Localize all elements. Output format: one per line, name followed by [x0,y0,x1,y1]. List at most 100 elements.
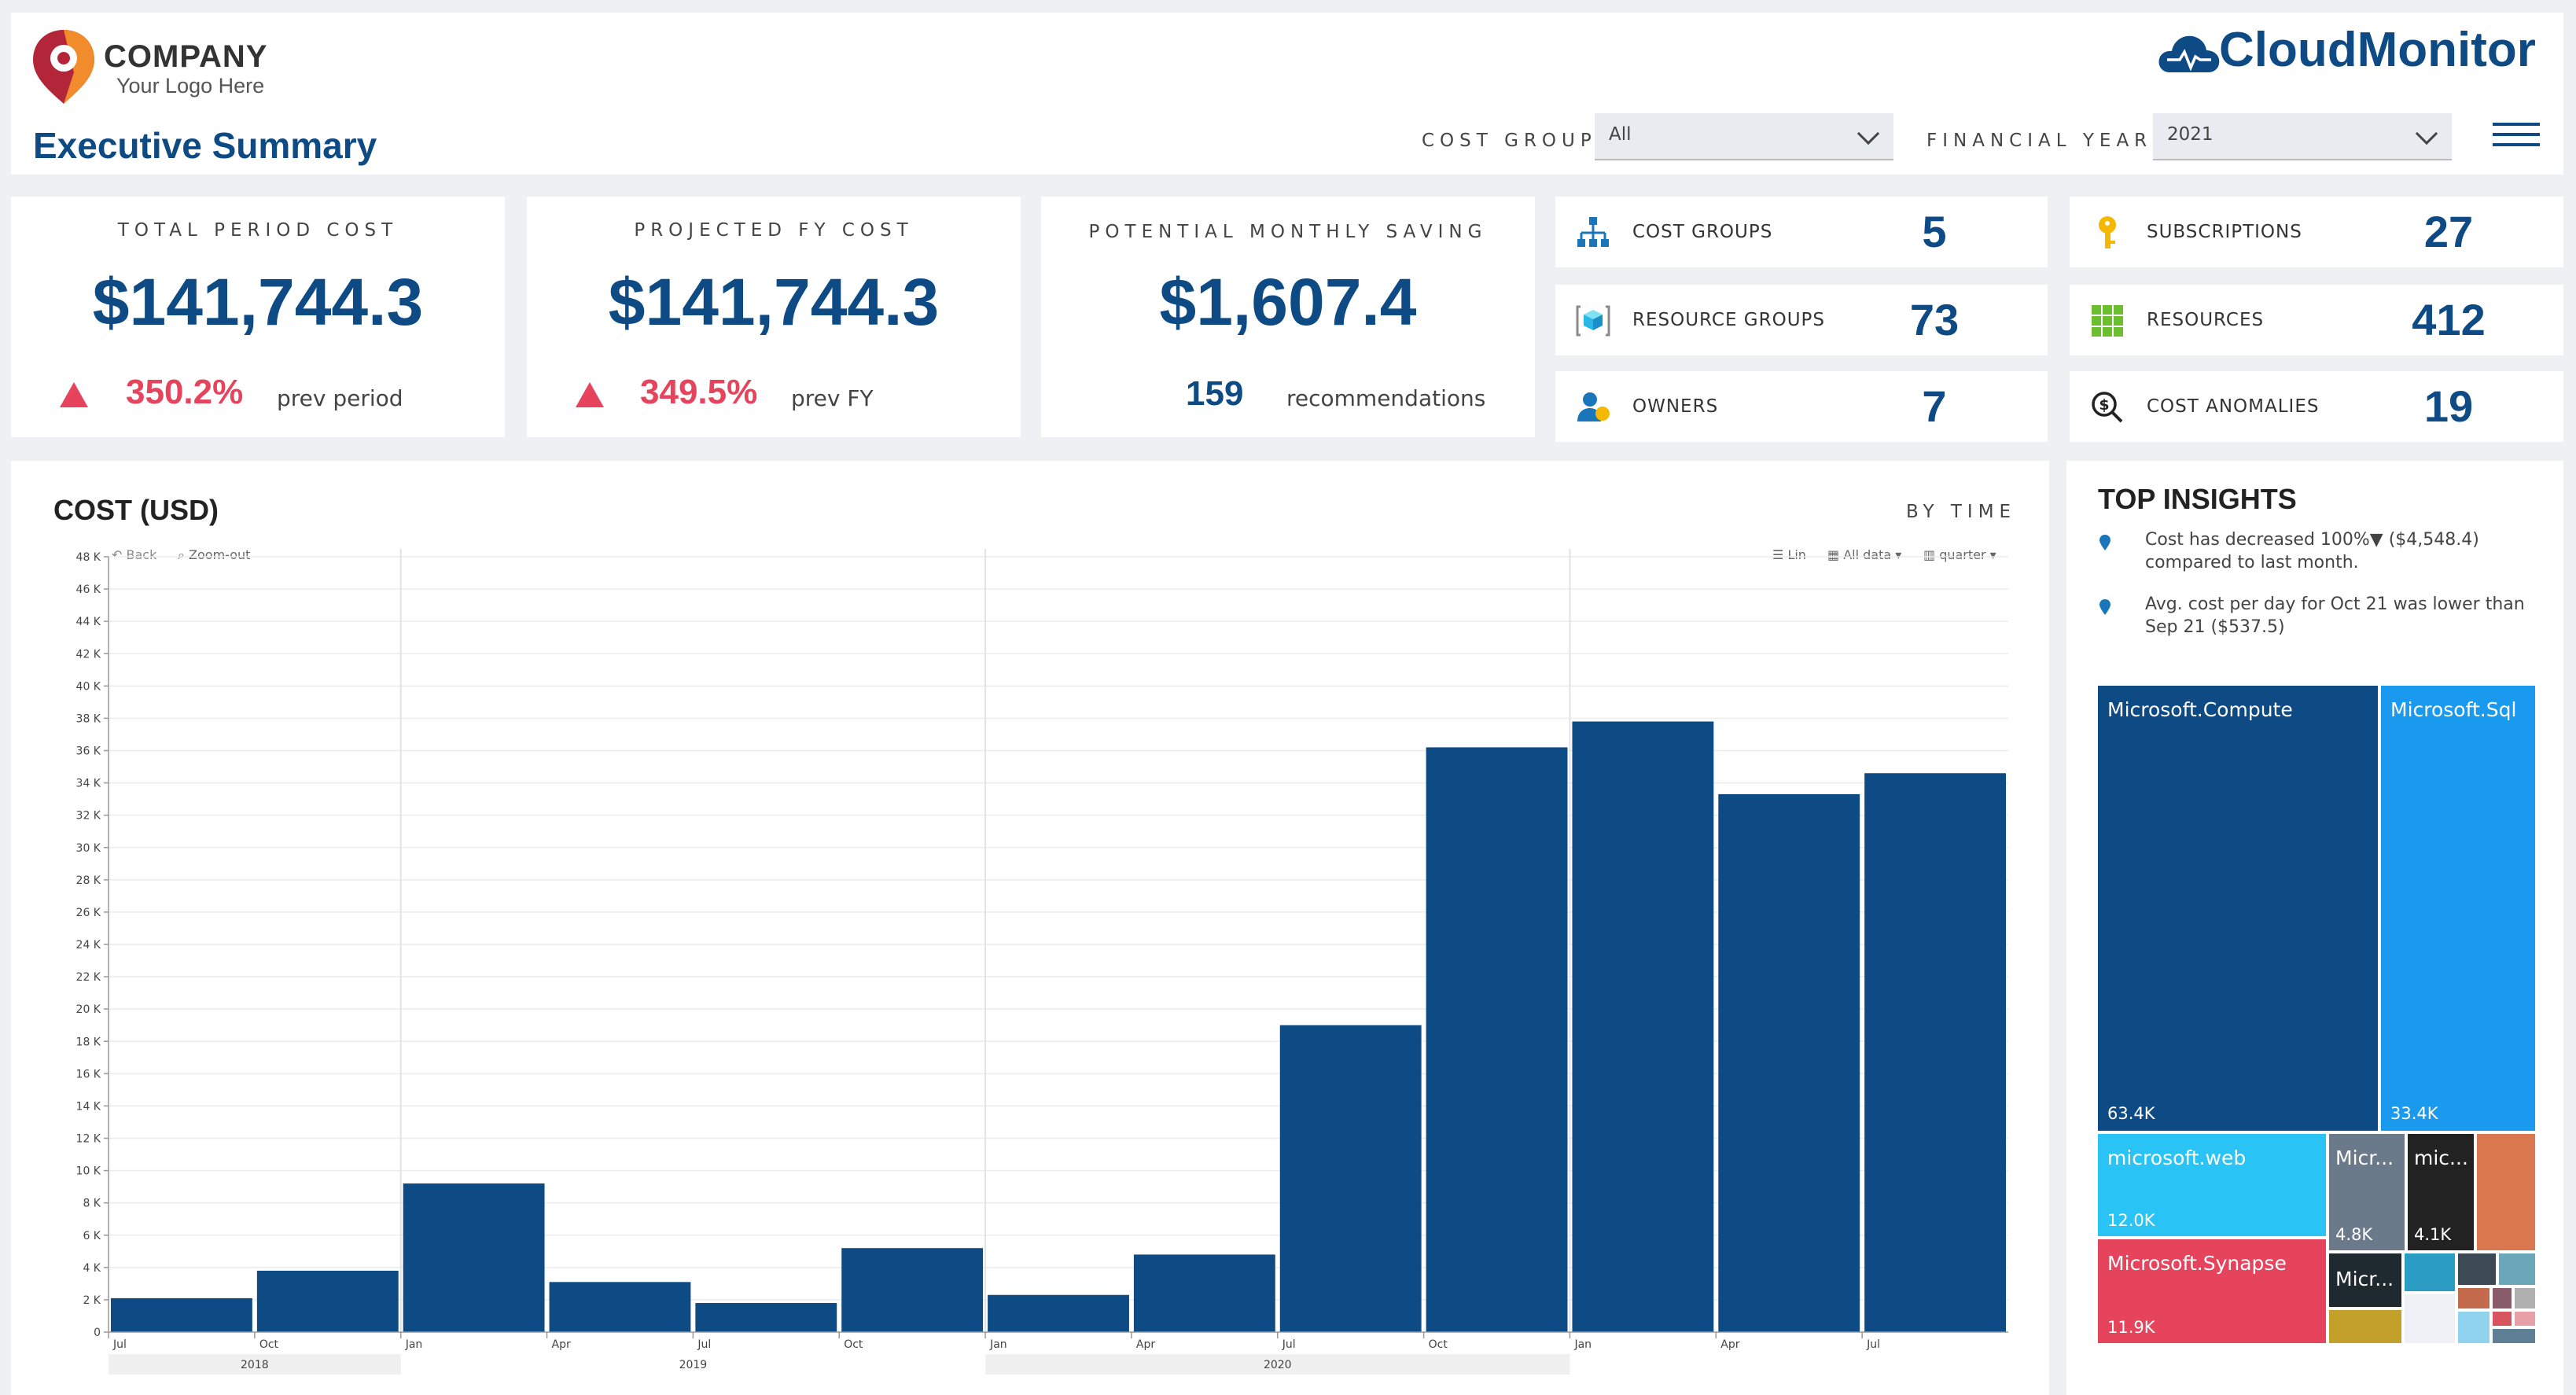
treemap-tile-small[interactable] [2515,1312,2535,1326]
treemap-tile-sql[interactable]: Microsoft.Sql 33.4K [2381,686,2535,1131]
kpi-change: 350.2% [126,373,244,411]
financial-year-select[interactable]: 2021 [2153,113,2452,160]
treemap-tile-small[interactable] [2458,1312,2490,1343]
treemap-tile-small[interactable] [2493,1329,2535,1343]
year-label: 2020 [1264,1359,1292,1371]
bar [1426,747,1568,1332]
quarter-dropdown[interactable]: ▥ quarter ▾ [1923,547,1996,562]
treemap-tile-small[interactable] [2405,1253,2455,1291]
pin-icon [2099,535,2110,550]
treemap-tile-small[interactable] [2405,1294,2455,1343]
year-band [109,1354,401,1375]
treemap-tile-mic[interactable]: mic... 4.1K [2408,1134,2474,1250]
stat-value: 7 [1922,381,1947,431]
treemap-tile-web[interactable]: microsoft.web 12.0K [2098,1134,2326,1236]
y-tick-label: 16 K [76,1068,101,1080]
insight-item: Cost has decreased 100%▼ ($4,548.4) comp… [2145,530,2479,572]
y-tick-label: 8 K [83,1198,101,1210]
page-title: Executive Summary [33,125,377,166]
x-tick-label: Oct [844,1338,863,1351]
y-tick-label: 24 K [76,939,101,951]
tile-value: 12.0K [2107,1211,2155,1230]
y-tick-label: 14 K [76,1100,101,1113]
all-data-dropdown[interactable]: ▦ All data ▾ [1827,547,1902,562]
x-tick-label: Apr [552,1338,571,1351]
tile-value: 4.8K [2335,1225,2373,1244]
bar [256,1270,399,1332]
y-tick-label: 6 K [83,1230,101,1242]
treemap-tile-micr-2[interactable]: Micr... [2329,1253,2401,1307]
x-tick-label: Jul [112,1338,127,1351]
grid-icon [2092,305,2123,337]
tile-label: Micr... [2335,1147,2394,1169]
stat-resources[interactable]: RESOURCES 412 [2070,285,2563,355]
y-tick-label: 26 K [76,907,101,919]
treemap-tile-micr-1[interactable]: Micr... 4.8K [2329,1134,2405,1250]
brand-name: CloudMonitor [2219,23,2536,77]
y-tick-label: 2 K [83,1294,101,1307]
treemap-tile-orange[interactable] [2477,1134,2535,1250]
y-tick-label: 40 K [76,680,101,693]
stat-subscriptions[interactable]: SUBSCRIPTIONS 27 [2070,197,2563,267]
stat-cost-anomalies[interactable]: $ COST ANOMALIES 19 [2070,371,2563,442]
treemap-tile-small[interactable] [2493,1312,2512,1326]
bar [1718,793,1860,1332]
kpi-projected-fy-cost: PROJECTED FY COST $141,744.3 349.5% prev… [527,197,1021,437]
treemap-tile-small[interactable] [2499,1253,2535,1285]
stat-value: 27 [2423,207,2474,256]
y-tick-label: 38 K [76,712,101,725]
treemap-tile-synapse[interactable]: Microsoft.Synapse 11.9K [2098,1239,2326,1343]
lin-toggle[interactable]: ☰ Lin [1772,547,1806,562]
kpi-sub-label: prev period [277,385,403,411]
top-insights-card: TOP INSIGHTS Cost has decreased 100%▼ ($… [2066,461,2563,1395]
stat-cost-groups[interactable]: COST GROUPS 5 [1555,197,2048,267]
y-tick-label: 0 [94,1327,101,1339]
year-band [985,1354,1570,1375]
stat-label: RESOURCES [2147,310,2265,330]
kpi-label: POTENTIAL MONTHLY SAVING [1088,222,1488,242]
treemap-tile-small[interactable] [2329,1310,2401,1343]
y-tick-label: 46 K [76,583,101,596]
chevron-down-icon [2415,122,2438,145]
users-icon [1577,392,1610,421]
y-tick-label: 4 K [83,1262,101,1275]
menu-icon[interactable] [2493,123,2540,149]
tile-value: 33.4K [2390,1104,2438,1123]
y-tick-label: 12 K [76,1133,101,1146]
caret-down-icon: ▾ [1891,547,1902,562]
bar-chart-icon: ▥ [1923,547,1940,562]
y-tick-label: 32 K [76,810,101,823]
recommendations-label: recommendations [1286,385,1486,411]
kpi-value: $1,607.4 [1159,265,1417,339]
back-button[interactable]: ↶ Back [112,547,157,562]
y-tick-label: 30 K [76,842,101,855]
year-label: 2019 [679,1359,708,1371]
cost-chart-card: COST (USD) BY TIME ↶ Back ⌕ Zoom-out ☰ L… [11,461,2049,1395]
stat-owners[interactable]: OWNERS 7 [1555,371,2048,442]
y-tick-label: 20 K [76,1003,101,1016]
treemap-tile-small[interactable] [2515,1288,2535,1309]
treemap-tile-compute[interactable]: Microsoft.Compute 63.4K [2098,686,2378,1131]
insight-item: Avg. cost per day for Oct 21 was lower t… [2145,594,2525,637]
bar [403,1183,545,1332]
x-tick-label: Oct [259,1338,279,1351]
cost-group-select[interactable]: All [1595,113,1893,160]
cost-treemap: Microsoft.Compute 63.4K Microsoft.Sql 33… [2098,686,2535,1343]
y-tick-label: 22 K [76,971,101,984]
zoom-out-button[interactable]: ⌕ Zoom-out [178,547,251,562]
list-icon: ☰ [1772,547,1788,562]
org-chart-icon [1577,217,1609,247]
stat-resource-groups[interactable]: RESOURCE GROUPS 73 [1555,285,2048,355]
financial-year-label: FINANCIAL YEAR [1926,131,2153,151]
zoom-icon: ⌕ [178,547,190,562]
treemap-tile-small[interactable] [2493,1288,2512,1309]
bar [988,1294,1129,1332]
kpi-label: TOTAL PERIOD COST [117,220,399,241]
treemap-tile-small[interactable] [2458,1253,2496,1285]
caret-down-icon: ▾ [1985,547,1996,562]
svg-text:$: $ [2099,396,2109,414]
stat-label: COST GROUPS [1632,222,1773,242]
treemap-tile-small[interactable] [2458,1288,2490,1309]
kpi-potential-monthly-saving: POTENTIAL MONTHLY SAVING $1,607.4 159 re… [1041,197,1535,437]
bar [695,1303,837,1332]
